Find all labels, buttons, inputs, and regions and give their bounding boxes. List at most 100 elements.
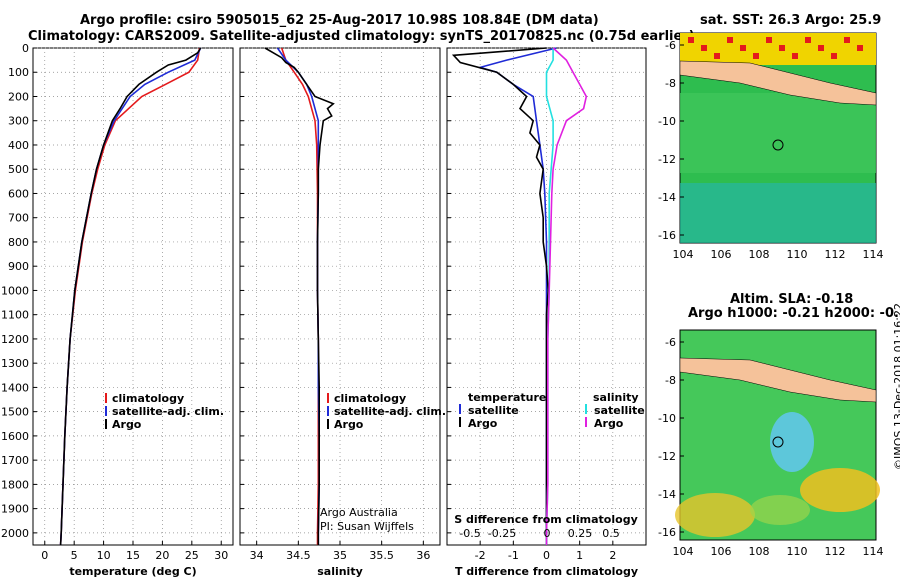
sst-red-pixel — [779, 45, 785, 51]
legend-label: Argo — [334, 418, 364, 431]
y-tick-label: 1400 — [1, 381, 29, 394]
x-axis-label: temperature (deg C) — [69, 565, 196, 578]
map-lat-tick-label: -14 — [658, 488, 676, 501]
y-tick-label: 1200 — [1, 333, 29, 346]
sla-high-anomaly — [800, 468, 880, 512]
map-lon-tick-label: 112 — [825, 545, 846, 558]
map-lat-tick-label: -12 — [658, 450, 676, 463]
map-lon-tick-label: 114 — [863, 248, 884, 261]
y-tick-label: 200 — [8, 90, 29, 103]
sla-low-anomaly — [770, 412, 814, 472]
x-axis-label: T difference from climatology — [455, 565, 638, 578]
map-lon-tick-label: 106 — [711, 545, 732, 558]
x-tick-label: 34.5 — [286, 549, 311, 562]
y-tick-label: 0 — [22, 42, 29, 55]
x-tick-label: 0 — [543, 549, 550, 562]
legend-heading-salinity: salinity — [593, 391, 639, 404]
x-tick-label: 0 — [41, 549, 48, 562]
map-lat-tick-label: -8 — [665, 77, 676, 90]
y-tick-label: 1600 — [1, 430, 29, 443]
sst-red-pixel — [857, 45, 863, 51]
annotation-pi: PI: Susan Wijffels — [320, 520, 414, 533]
legend-label: Argo — [468, 417, 498, 430]
map-lat-tick-label: -16 — [658, 526, 676, 539]
y-tick-label: 300 — [8, 115, 29, 128]
y-tick-label: 1900 — [1, 503, 29, 516]
sla-map-title-1: Altim. SLA: -0.18 — [730, 292, 854, 307]
sst-red-pixel — [805, 37, 811, 43]
annotation-argo-australia: Argo Australia — [320, 506, 398, 519]
secondary-tick-label: -0.25 — [488, 527, 516, 540]
sst-red-pixel — [701, 45, 707, 51]
x-tick-label: 20 — [155, 549, 169, 562]
y-tick-label: 2000 — [1, 527, 29, 540]
series-line-argo — [59, 47, 202, 546]
sst-red-pixel — [727, 37, 733, 43]
sla-land-java — [679, 357, 877, 403]
sst-red-pixel — [831, 53, 837, 59]
map-lon-tick-label: 114 — [863, 545, 884, 558]
sla-high-anomaly — [675, 493, 755, 537]
series-line-temperature-argo — [451, 47, 550, 545]
secondary-axis-label: S difference from climatology — [454, 513, 638, 526]
y-tick-label: 800 — [8, 236, 29, 249]
sst-red-pixel — [844, 37, 850, 43]
y-tick-label: 900 — [8, 260, 29, 273]
legend-label: Argo — [594, 417, 624, 430]
y-tick-label: 1300 — [1, 357, 29, 370]
legend-label: satellite-adj. clim. — [112, 405, 224, 418]
sst-red-pixel — [688, 37, 694, 43]
y-tick-label: 1800 — [1, 478, 29, 491]
sst-mid-band — [680, 93, 876, 173]
secondary-tick-label: 0.25 — [568, 527, 593, 540]
map-lat-tick-label: -12 — [658, 153, 676, 166]
legend-label: satellite — [468, 404, 519, 417]
series-line-salinity-argo — [545, 47, 588, 545]
x-tick-label: 10 — [97, 549, 111, 562]
legend-label: Argo — [112, 418, 142, 431]
sla-argo-position-marker — [772, 436, 784, 448]
sla-mid-anomaly — [750, 495, 810, 525]
legend-label: satellite-adj. clim. — [334, 405, 446, 418]
sst-land-java — [679, 60, 877, 106]
x-tick-label: 35 — [333, 549, 347, 562]
sla-map-title-2: Argo h1000: -0.21 h2000: -0.25 — [688, 306, 900, 321]
x-tick-label: 35.5 — [369, 549, 394, 562]
map-lat-tick-label: -10 — [658, 115, 676, 128]
map-lat-tick-label: -8 — [665, 374, 676, 387]
y-tick-label: 1000 — [1, 284, 29, 297]
map-lat-tick-label: -10 — [658, 412, 676, 425]
copyright-stamp: ©IMOS 13-Dec-2018 01:16:22 — [892, 303, 900, 470]
map-lon-tick-label: 110 — [787, 248, 808, 261]
legend-label: climatology — [334, 392, 406, 405]
x-tick-label: 25 — [185, 549, 199, 562]
map-lat-tick-label: -6 — [665, 39, 676, 52]
map-lat-tick-label: -6 — [665, 336, 676, 349]
sst-argo-position-marker — [772, 139, 784, 151]
series-line-argo — [264, 47, 335, 545]
x-tick-label: 5 — [71, 549, 78, 562]
legend-label: satellite — [594, 404, 645, 417]
secondary-tick-label: 0 — [544, 527, 551, 540]
sst-red-pixel — [714, 53, 720, 59]
map-lon-tick-label: 104 — [673, 545, 694, 558]
sst-cool-band — [680, 183, 876, 243]
y-tick-label: 400 — [8, 139, 29, 152]
title-line-2: Climatology: CARS2009. Satellite-adjuste… — [28, 29, 695, 44]
x-tick-label: 1 — [576, 549, 583, 562]
y-tick-label: 600 — [8, 187, 29, 200]
sst-red-pixel — [740, 45, 746, 51]
y-tick-label: 500 — [8, 163, 29, 176]
map-lon-tick-label: 110 — [787, 545, 808, 558]
x-axis-label: salinity — [317, 565, 363, 578]
title-line-1: Argo profile: csiro 5905015_62 25-Aug-20… — [80, 13, 599, 28]
y-tick-label: 1100 — [1, 309, 29, 322]
map-lon-tick-label: 112 — [825, 248, 846, 261]
map-lon-tick-label: 104 — [673, 248, 694, 261]
x-tick-label: 36 — [416, 549, 430, 562]
sst-red-pixel — [753, 53, 759, 59]
sst-red-pixel — [818, 45, 824, 51]
sst-map-title: sat. SST: 26.3 Argo: 25.9 — [700, 13, 882, 28]
y-tick-label: 100 — [8, 66, 29, 79]
